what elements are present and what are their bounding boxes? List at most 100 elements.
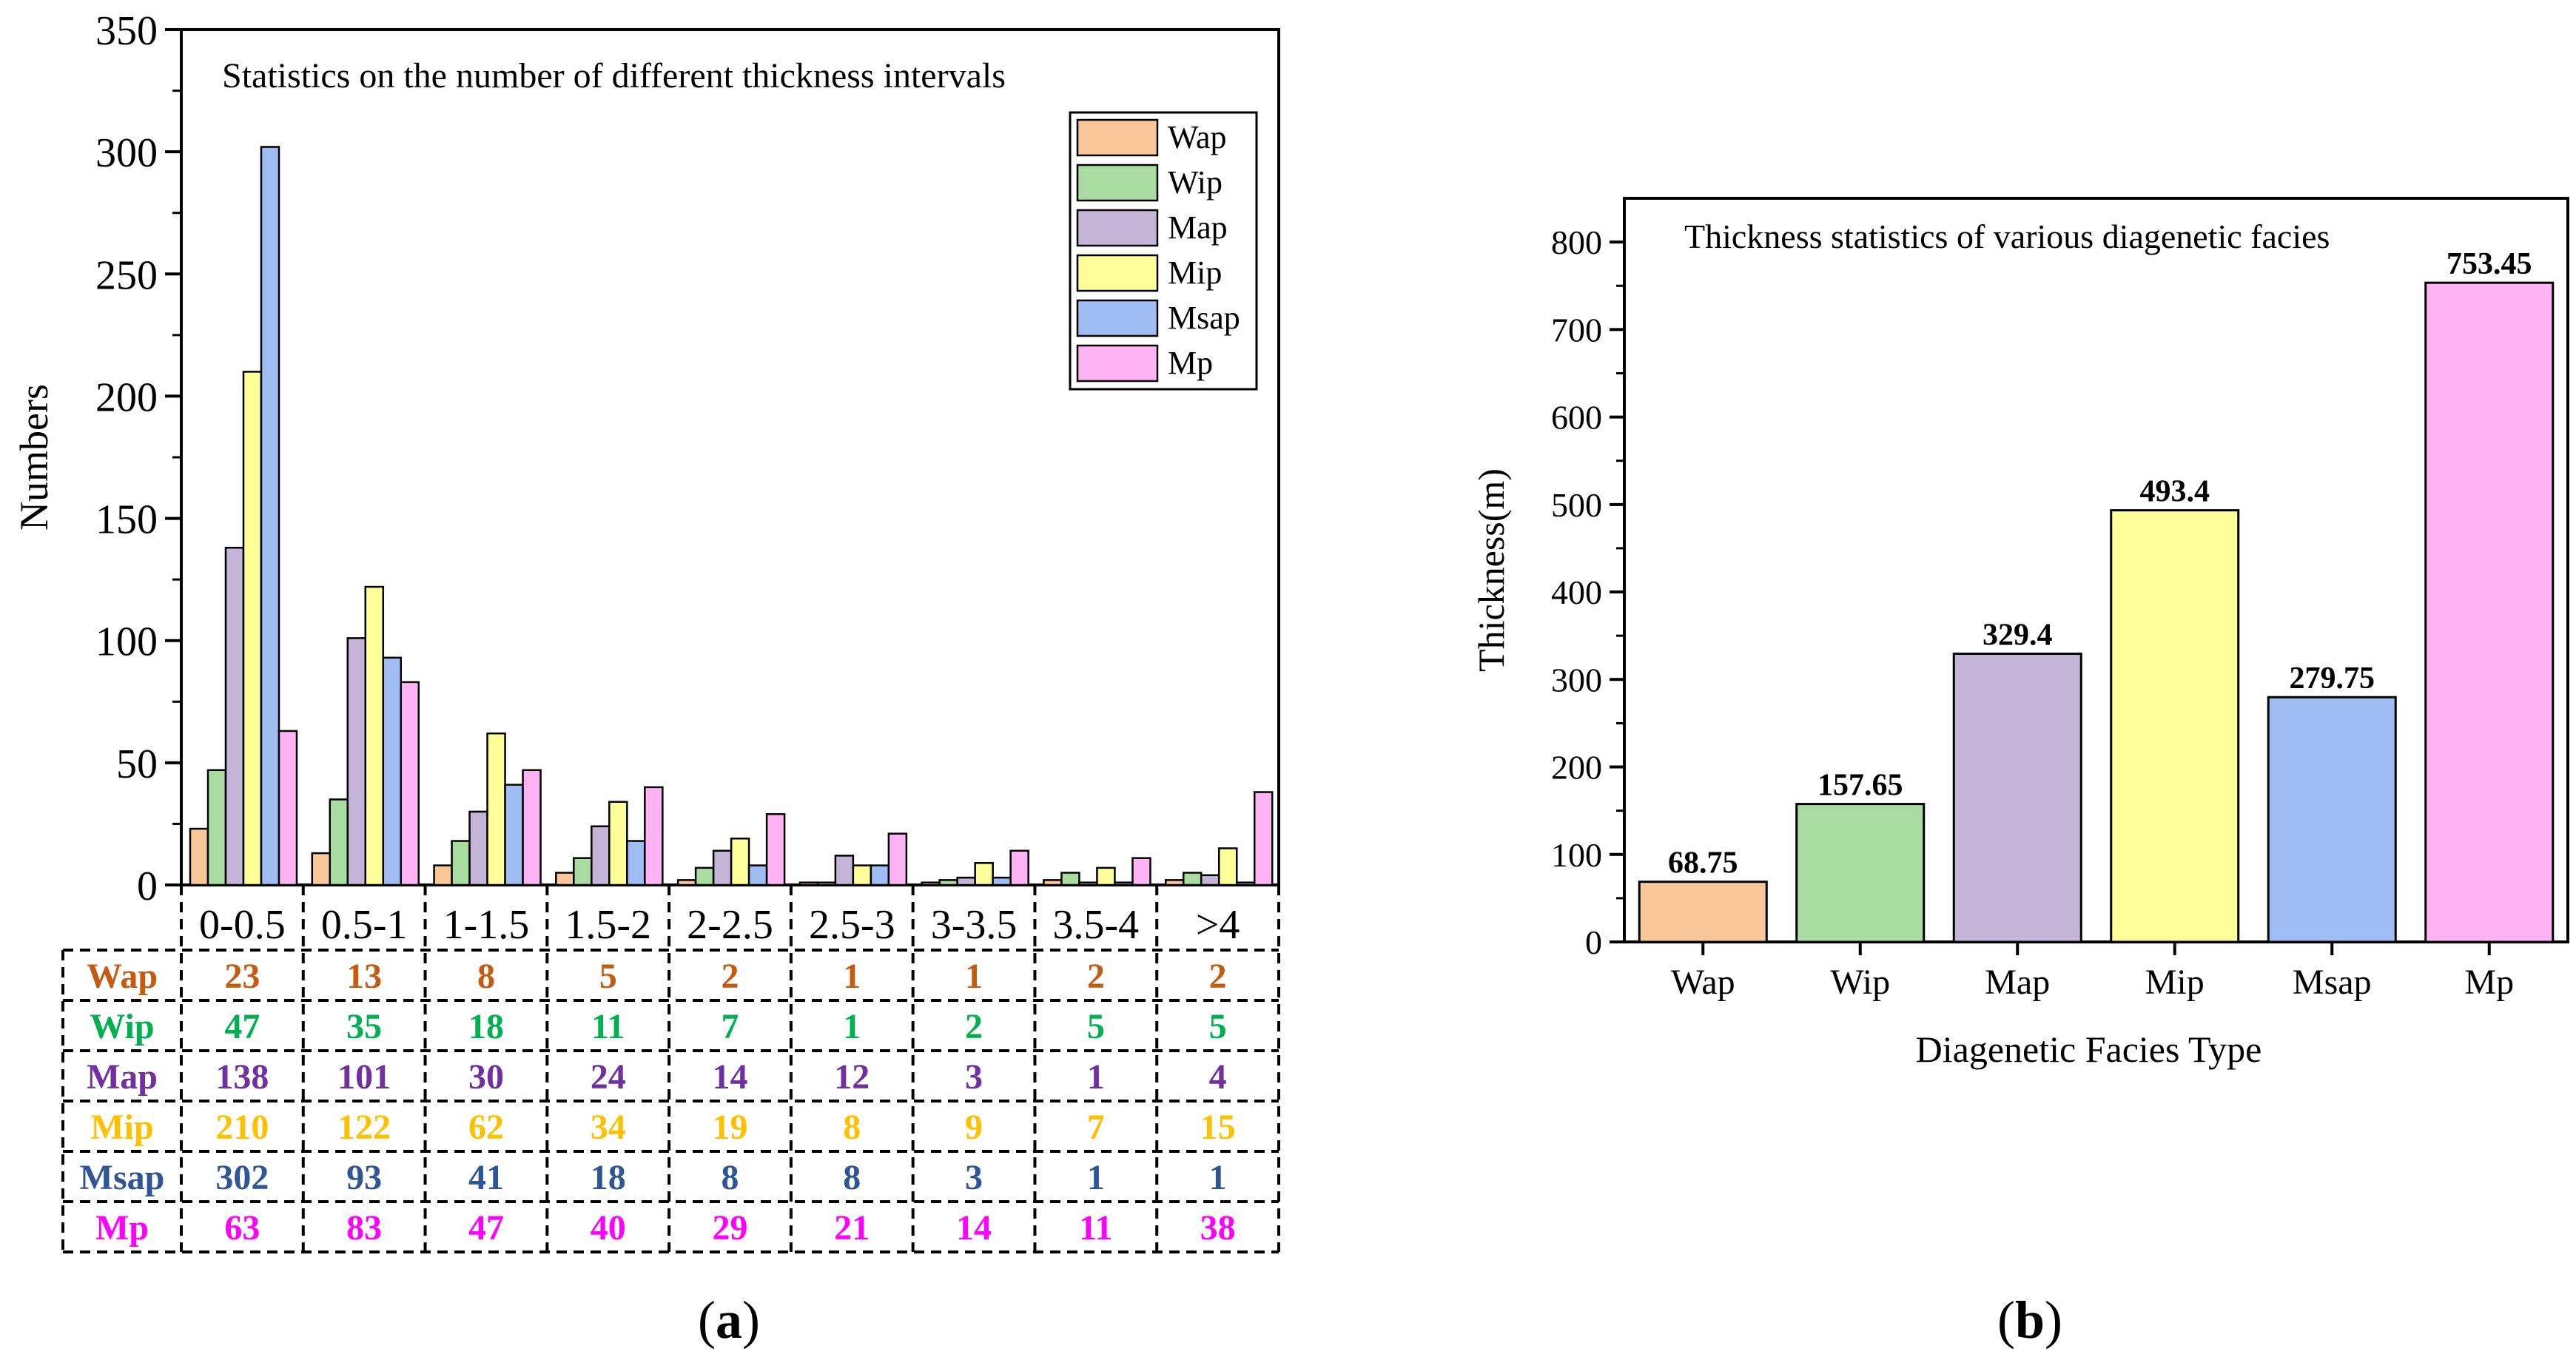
table-cell-value: 11 [1079, 1208, 1112, 1248]
table-cell-value: 2 [722, 957, 739, 996]
table-cell-value: 1 [1087, 1158, 1105, 1197]
y-tick-label: 500 [1551, 486, 1602, 524]
bar [1078, 881, 1098, 886]
table-row-label: Wip [90, 1007, 154, 1046]
chart-title: Thickness statistics of various diagenet… [1684, 218, 2330, 255]
data-label: 157.65 [1817, 769, 1903, 803]
y-tick-label: 100 [1551, 836, 1602, 874]
bar [1235, 881, 1256, 886]
bar [852, 864, 872, 886]
bar [1009, 849, 1029, 886]
bar [921, 881, 941, 886]
bar [626, 840, 646, 886]
table-cell-value: 7 [1087, 1108, 1105, 1147]
bar [260, 146, 280, 886]
x-tick-label: 3.5-4 [1053, 902, 1140, 948]
table-cell-value: 14 [713, 1057, 748, 1097]
x-tick-label: Mip [2145, 963, 2205, 1002]
legend-label: Mip [1168, 255, 1222, 291]
panel-label-paren: ( [698, 1290, 716, 1350]
table-cell-value: 2 [1087, 957, 1105, 996]
bar [956, 876, 976, 886]
bar [329, 798, 349, 886]
bar [382, 656, 403, 886]
legend-swatch [1076, 299, 1159, 337]
data-label: 329.4 [1983, 619, 2053, 653]
bar [712, 849, 733, 886]
panel-label-paren: ) [2045, 1290, 2062, 1350]
table-cell-value: 3 [965, 1057, 983, 1097]
bar [676, 879, 697, 886]
bar [1096, 866, 1116, 886]
bar [206, 769, 227, 886]
y-tick-label: 100 [95, 619, 158, 665]
table-cell-value: 2 [965, 1007, 983, 1046]
x-tick-label: 1-1.5 [443, 902, 530, 948]
bar [311, 852, 332, 886]
bar [224, 546, 245, 886]
table-row-label: Mp [95, 1208, 149, 1248]
y-tick-label: 0 [1585, 923, 1602, 961]
bar [189, 827, 209, 886]
y-tick-label: 200 [95, 374, 158, 420]
table-cell-value: 210 [215, 1108, 269, 1147]
x-tick-label: >4 [1196, 902, 1240, 948]
table-cell-value: 8 [722, 1158, 739, 1197]
table-row-label: Wap [87, 957, 158, 996]
y-tick-label: 800 [1551, 223, 1602, 261]
table-cell-value: 1 [843, 1007, 861, 1046]
x-tick-label: 0-0.5 [199, 902, 286, 948]
panel-label-paren: ) [742, 1290, 760, 1350]
bar [608, 801, 628, 886]
panel-label-letter: b [2015, 1290, 2045, 1350]
x-tick-label: Wap [1671, 963, 1735, 1002]
table-cell-value: 13 [346, 957, 382, 996]
table-cell-value: 1 [965, 957, 983, 996]
table-cell-value: 83 [346, 1208, 382, 1248]
x-tick-label: Map [1985, 963, 2050, 1002]
x-tick-label: Mp [2464, 963, 2514, 1002]
table-cell-value: 41 [468, 1158, 504, 1197]
table-cell-value: 122 [337, 1108, 391, 1147]
y-tick-label: 350 [95, 8, 158, 54]
legend-label: Map [1168, 209, 1228, 246]
legend-label: Wap [1168, 119, 1227, 155]
table-cell-value: 62 [468, 1108, 504, 1147]
table-cell-value: 14 [956, 1208, 992, 1248]
bar [1253, 791, 1274, 886]
table-cell-value: 8 [477, 957, 495, 996]
plot-frame [1623, 197, 2569, 943]
table-cell-value: 8 [843, 1108, 861, 1147]
table-cell-value: 5 [1209, 1007, 1227, 1046]
y-tick-label: 200 [1551, 749, 1602, 787]
table-cell-value: 8 [843, 1158, 861, 1197]
table-cell-value: 101 [337, 1057, 391, 1097]
bar [992, 876, 1012, 886]
table-cell-value: 302 [215, 1158, 269, 1197]
bar [364, 585, 385, 886]
panel-label: (a) [698, 1290, 760, 1350]
table-cell-value: 40 [591, 1208, 626, 1248]
table-row-label: Mip [90, 1108, 153, 1147]
table-cell-value: 47 [224, 1007, 260, 1046]
table-cell-value: 7 [722, 1007, 739, 1046]
y-tick-label: 300 [95, 130, 158, 176]
table-cell-value: 15 [1200, 1108, 1236, 1147]
legend-label: Msap [1168, 300, 1240, 336]
bar [591, 825, 611, 886]
table-row-label: Map [87, 1057, 158, 1097]
legend-swatch [1076, 254, 1159, 292]
bar [242, 371, 263, 886]
panel-label: (b) [1997, 1290, 2062, 1350]
legend-swatch [1076, 164, 1159, 202]
table-cell-value: 12 [834, 1057, 870, 1097]
bar [504, 784, 524, 886]
table-cell-value: 93 [346, 1158, 382, 1197]
bar [1182, 872, 1203, 886]
table-cell-value: 19 [713, 1108, 748, 1147]
table-cell-value: 3 [965, 1158, 983, 1197]
bar [486, 732, 506, 886]
y-tick-label: 400 [1551, 573, 1602, 611]
legend-label: Wip [1168, 164, 1223, 201]
